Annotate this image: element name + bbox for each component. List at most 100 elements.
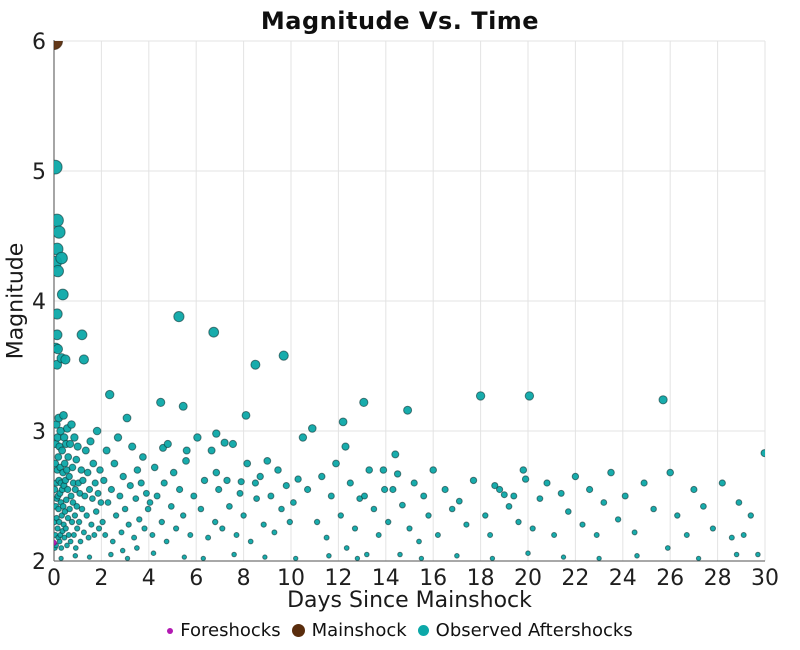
observed-aftershocks-point	[406, 525, 413, 532]
observed-aftershocks-point	[74, 525, 81, 532]
observed-aftershocks-point	[650, 505, 657, 513]
observed-aftershocks-point	[536, 495, 544, 503]
observed-aftershocks-point	[359, 397, 369, 407]
observed-aftershocks-point	[119, 547, 126, 554]
observed-aftershocks-point	[241, 411, 251, 420]
observed-aftershocks-point	[56, 288, 69, 301]
observed-aftershocks-point	[205, 534, 212, 541]
observed-aftershocks-point	[375, 532, 382, 538]
observed-aftershocks-point	[253, 495, 261, 503]
observed-aftershocks-point	[274, 466, 282, 474]
observed-aftershocks-point	[54, 213, 64, 228]
observed-aftershocks-point	[60, 459, 69, 468]
observed-aftershocks-point	[418, 555, 425, 561]
observed-aftershocks-point	[150, 550, 157, 557]
observed-aftershocks-point	[700, 503, 707, 510]
observed-aftershocks-point	[323, 534, 330, 541]
observed-aftershocks-point	[71, 512, 79, 519]
x-tick-label: 30	[751, 566, 779, 591]
observed-aftershocks-point	[125, 521, 132, 528]
observed-aftershocks-point	[78, 505, 86, 513]
observed-aftershocks-point	[156, 397, 166, 407]
observed-aftershocks-point	[381, 485, 389, 494]
observed-aftershocks-point	[77, 538, 84, 545]
observed-aftershocks-point	[212, 518, 219, 526]
observed-aftershocks-point	[187, 532, 194, 538]
observed-aftershocks-point	[72, 553, 79, 559]
observed-aftershocks-point	[278, 350, 289, 361]
observed-aftershocks-point	[176, 485, 184, 494]
observed-aftershocks-point	[379, 466, 388, 474]
observed-aftershocks-point	[364, 551, 370, 558]
observed-aftershocks-point	[593, 532, 600, 538]
observed-aftershocks-point	[416, 538, 422, 545]
observed-aftershocks-point	[197, 505, 205, 513]
observed-aftershocks-point	[683, 532, 690, 538]
x-tick-label: 14	[372, 566, 400, 591]
observed-aftershocks-point	[102, 532, 109, 538]
observed-aftershocks-point	[65, 472, 73, 481]
observed-aftershocks-point	[160, 479, 168, 487]
observed-aftershocks-point	[343, 545, 350, 551]
x-tick-label: 16	[419, 566, 447, 591]
observed-aftershocks-point	[55, 251, 68, 265]
observed-aftershocks-point	[519, 466, 528, 474]
observed-aftershocks-point	[126, 482, 134, 490]
observed-aftershocks-point	[354, 555, 361, 561]
observed-aftershocks-point	[614, 516, 622, 523]
observed-aftershocks-point	[298, 433, 308, 442]
observed-aftershocks-point	[80, 529, 87, 536]
observed-aftershocks-point	[690, 485, 698, 494]
observed-aftershocks-point	[167, 503, 175, 510]
observed-aftershocks-point	[267, 492, 275, 500]
observed-aftershocks-point	[150, 463, 159, 472]
x-axis-label: Days Since Mainshock	[287, 588, 532, 613]
observed-aftershocks-point	[735, 499, 743, 506]
observed-aftershocks-point	[73, 442, 82, 451]
observed-aftershocks-point	[178, 401, 188, 411]
observed-aftershocks-point	[54, 343, 63, 355]
observed-aftershocks-point	[200, 476, 209, 485]
observed-aftershocks-point	[64, 453, 73, 461]
observed-aftershocks-point	[54, 329, 63, 341]
observed-aftershocks-point	[596, 555, 602, 561]
y-tick-label: 2	[32, 550, 46, 575]
x-tick-label: 4	[142, 566, 156, 591]
observed-aftershocks-point	[425, 512, 432, 519]
observed-aftershocks-point	[73, 503, 81, 510]
observed-aftershocks-point	[54, 453, 63, 461]
observed-aftershocks-point	[136, 516, 143, 523]
observed-aftershocks-point	[92, 426, 102, 436]
observed-aftershocks-point	[231, 551, 237, 558]
observed-aftershocks-marker-icon	[417, 625, 429, 636]
observed-aftershocks-point	[59, 411, 68, 420]
observed-aftershocks-point	[496, 485, 504, 494]
observed-aftershocks-point	[54, 525, 61, 532]
observed-aftershocks-point	[66, 439, 75, 449]
observed-aftershocks-point	[454, 553, 460, 559]
observed-aftershocks-point	[521, 475, 530, 483]
observed-aftershocks-point	[182, 446, 191, 455]
observed-aftershocks-point	[158, 518, 166, 526]
observed-aftershocks-point	[89, 459, 98, 468]
observed-aftershocks-point	[58, 555, 64, 561]
observed-aftershocks-point	[515, 518, 522, 526]
observed-aftershocks-point	[747, 512, 754, 519]
legend-label: Observed Aftershocks	[435, 620, 633, 641]
observed-aftershocks-point	[332, 459, 340, 468]
observed-aftershocks-point	[110, 459, 119, 468]
x-tick-label: 20	[514, 566, 542, 591]
observed-aftershocks-point	[64, 514, 72, 522]
observed-aftershocks-point	[173, 311, 185, 323]
x-tick-label: 26	[656, 566, 684, 591]
x-tick-label: 12	[324, 566, 352, 591]
legend-item-mainshock: Mainshock	[291, 620, 407, 641]
observed-aftershocks-point	[128, 442, 137, 451]
observed-aftershocks-point	[337, 512, 344, 519]
observed-aftershocks-point	[313, 518, 321, 526]
observed-aftershocks-point	[262, 554, 268, 560]
observed-aftershocks-point	[586, 485, 594, 494]
observed-aftershocks-point	[61, 534, 68, 541]
observed-aftershocks-point	[142, 489, 150, 497]
observed-aftershocks-point	[54, 485, 59, 494]
